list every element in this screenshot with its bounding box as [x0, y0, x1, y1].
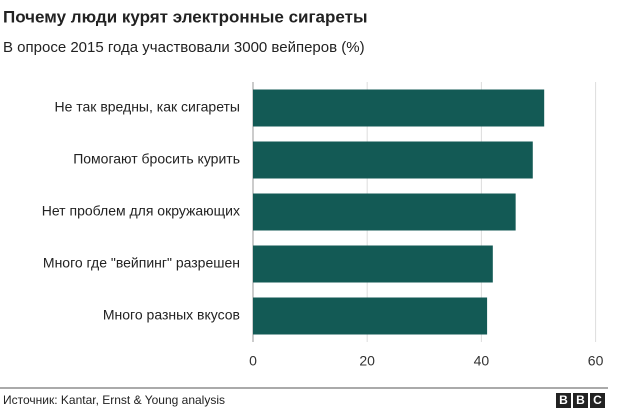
x-tick-label: 20	[359, 353, 375, 369]
logo-box	[556, 393, 571, 408]
category-label: Не так вредны, как сигареты	[54, 99, 240, 115]
chart-title: Почему люди курят электронные сигареты	[3, 7, 367, 26]
logo-box	[573, 393, 588, 408]
x-tick-label: 0	[249, 353, 257, 369]
bar	[253, 141, 533, 179]
logo-letter: B	[559, 393, 568, 407]
bar	[253, 193, 516, 231]
bar	[253, 89, 545, 127]
bar	[253, 297, 488, 335]
category-label: Много разных вкусов	[103, 307, 240, 323]
category-label: Помогают бросить курить	[73, 151, 240, 167]
category-label: Много где "вейпинг" разрешен	[43, 255, 240, 271]
logo-letter: C	[593, 393, 602, 407]
category-label: Нет проблем для окружающих	[42, 203, 240, 219]
logo-box	[590, 393, 605, 408]
logo-letter: B	[576, 393, 585, 407]
source: Источник: Kantar, Ernst & Young analysis	[3, 393, 225, 407]
x-tick-label: 60	[588, 353, 604, 369]
chart-subtitle: В опросе 2015 года участвовали 3000 вейп…	[3, 39, 365, 56]
x-tick-label: 40	[474, 353, 490, 369]
bar	[253, 245, 493, 283]
